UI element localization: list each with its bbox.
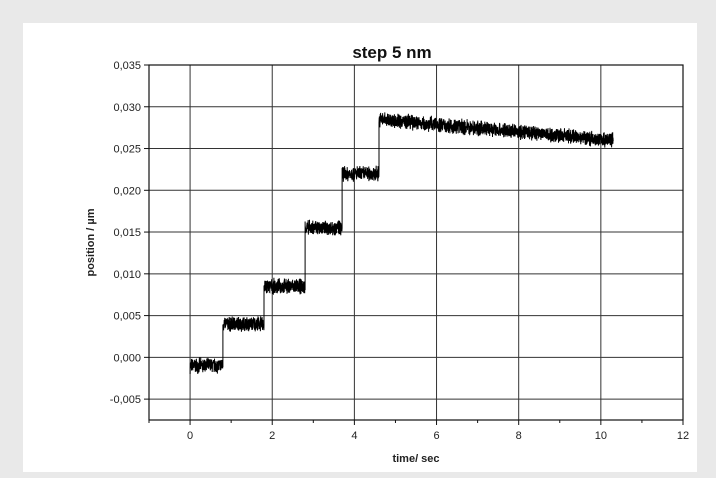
chart-title: step 5 nm bbox=[352, 43, 431, 62]
x-tick-label: 8 bbox=[516, 430, 522, 442]
y-tick-label: 0,015 bbox=[113, 227, 141, 239]
signal-trace bbox=[189, 112, 614, 375]
y-tick-label: 0,000 bbox=[113, 352, 141, 364]
signal-line bbox=[189, 112, 614, 375]
plot-border bbox=[148, 64, 684, 421]
x-axis-label: time/ sec bbox=[392, 453, 439, 465]
x-tick-label: 4 bbox=[351, 430, 357, 442]
chart-panel: step 5 nm 0 2 4 6 8 10 12 0,035 0,030 0,025 0,020 0… bbox=[23, 23, 697, 472]
y-tick-label: 0,035 bbox=[113, 60, 141, 72]
y-tick-label: 0,010 bbox=[113, 269, 141, 281]
step-chart: step 5 nm 0 2 4 6 8 10 120,0350,0300,0250,0200… bbox=[85, 43, 689, 465]
y-tick-label: 0,020 bbox=[113, 185, 141, 197]
x-tick-label: 10 bbox=[595, 430, 607, 442]
grid bbox=[149, 64, 684, 420]
axis-ticks bbox=[144, 64, 684, 425]
y-axis-label: position / µm bbox=[85, 208, 97, 276]
x-tick-label: 6 bbox=[433, 430, 439, 442]
x-tick-label: 2 bbox=[269, 430, 275, 442]
x-tick-label: 0 bbox=[187, 430, 193, 442]
y-tick-label: 0,005 bbox=[113, 311, 141, 323]
tick-labels: 0 2 4 6 8 10 12 0,035 0,030 0,025 0,020 0,015 0,010 0… bbox=[110, 60, 689, 442]
y-tick-label: -0,005 bbox=[110, 394, 141, 406]
y-tick-label: 0,030 bbox=[113, 102, 141, 114]
x-tick-label: 12 bbox=[677, 430, 689, 442]
y-tick-label: 0,025 bbox=[113, 144, 141, 156]
